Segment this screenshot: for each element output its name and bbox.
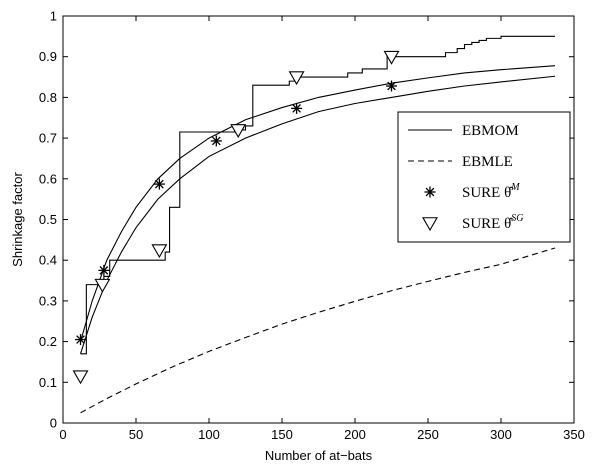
marker-M (386, 80, 397, 92)
marker-M (153, 178, 165, 190)
y-tick-label: 0.2 (39, 334, 57, 349)
asterisk-stroke (425, 187, 435, 197)
legend: EBMOM EBMLE SURE θ̂M SURE θ̂SG (397, 111, 571, 243)
y-tick-label: 0.5 (39, 212, 57, 227)
series-line-3 (79, 65, 556, 342)
marker-SG (230, 124, 247, 139)
x-axis-label: Number of at−bats (265, 448, 373, 463)
marker-SG (72, 370, 89, 385)
y-tick-label: 0.8 (39, 90, 57, 105)
series-line-1 (80, 35, 556, 355)
legend-swatch-triangle (422, 217, 438, 232)
series-layer (79, 35, 556, 414)
y-tick-label: 0.7 (39, 131, 57, 146)
marker-M (210, 135, 222, 147)
axes: 0 50 100 150 200 250 300 350 0 0.1 0.2 0.3 0.4 0.5 0.6… (39, 9, 585, 443)
asterisk-stroke (155, 179, 164, 189)
marker-M (75, 334, 87, 346)
y-tick-label: 0.9 (39, 49, 57, 64)
y-tick-label: 0.1 (39, 375, 57, 390)
marker-layer (72, 50, 400, 385)
series-line-2 (80, 247, 556, 414)
marker-M (98, 264, 110, 276)
y-tick-label: 0.4 (39, 253, 57, 268)
y-tick-label: 1 (50, 9, 57, 24)
x-tick-label: 50 (129, 427, 143, 442)
asterisk-stroke (99, 266, 109, 275)
legend-label: EBMOM (462, 123, 519, 139)
x-tick-label: 150 (271, 427, 293, 442)
legend-label: SURE θ̂SG (462, 213, 524, 232)
legend-label: EBMLE (462, 154, 513, 170)
x-tick-label: 350 (563, 427, 585, 442)
marker-SG (94, 278, 111, 293)
y-tick-label: 0.3 (39, 293, 57, 308)
marker-SG (383, 50, 400, 65)
marker-SG (151, 244, 168, 259)
y-tick-label: 0 (50, 416, 57, 431)
legend-label: SURE θ̂M (462, 182, 520, 201)
series-line-4 (79, 75, 556, 354)
legend-swatch-asterisk (424, 186, 436, 198)
asterisk-stroke (211, 136, 221, 146)
asterisk-stroke (76, 335, 85, 344)
x-tick-label: 300 (490, 427, 512, 442)
y-axis-label: Shrinkage factor (10, 172, 25, 267)
asterisk-stroke (292, 104, 301, 113)
x-tick-label: 250 (417, 427, 439, 442)
x-tick-label: 100 (198, 427, 220, 442)
marker-SG (288, 71, 305, 86)
asterisk-stroke (387, 81, 396, 91)
marker-M (291, 102, 303, 114)
x-tick-label: 0 (59, 427, 66, 442)
x-tick-label: 200 (344, 427, 366, 442)
y-tick-label: 0.6 (39, 171, 57, 186)
